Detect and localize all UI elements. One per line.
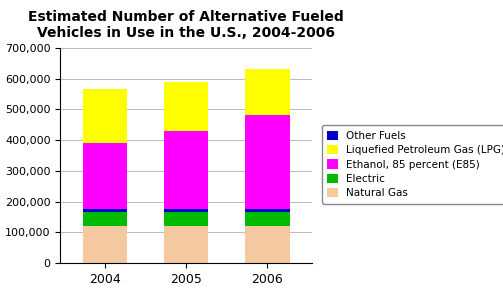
Bar <box>164 131 208 209</box>
Bar <box>245 115 290 209</box>
Bar <box>245 209 290 212</box>
Legend: Other Fuels, Liquefied Petroleum Gas (LPG), Ethanol, 85 percent (E85), Electric,: Other Fuels, Liquefied Petroleum Gas (LP… <box>322 125 503 204</box>
Bar <box>164 226 208 263</box>
Bar <box>82 226 127 263</box>
Bar <box>164 212 208 226</box>
Bar <box>245 226 290 263</box>
Bar <box>82 212 127 226</box>
Bar <box>164 82 208 131</box>
Bar <box>82 209 127 212</box>
Bar <box>82 143 127 209</box>
Bar <box>245 69 290 115</box>
Bar <box>245 212 290 226</box>
Title: Estimated Number of Alternative Fueled
Vehicles in Use in the U.S., 2004-2006: Estimated Number of Alternative Fueled V… <box>28 10 344 40</box>
Bar <box>164 209 208 212</box>
Bar <box>82 89 127 143</box>
